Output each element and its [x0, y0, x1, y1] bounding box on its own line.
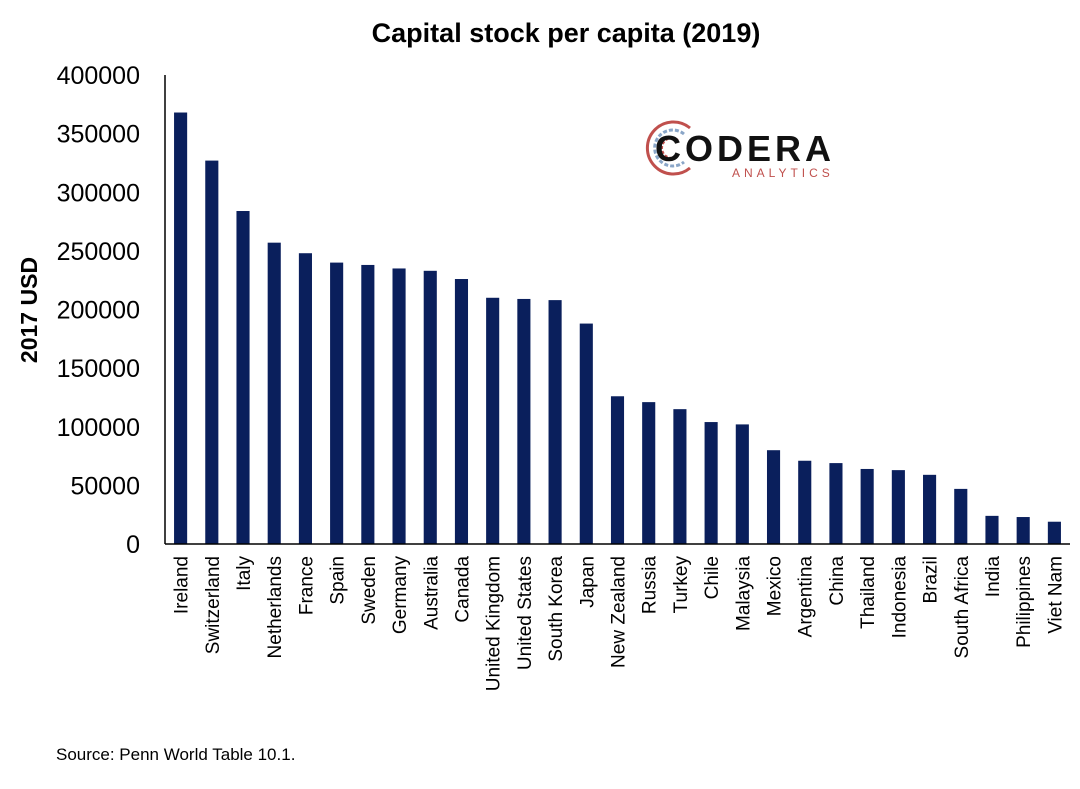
x-tick-label: South Africa: [952, 556, 973, 659]
x-tick-label: India: [983, 556, 1004, 598]
bar-france: [298, 253, 312, 544]
y-tick-label: 0: [126, 531, 140, 559]
x-tick-label: South Korea: [546, 556, 567, 662]
x-tick-label: Argentina: [796, 556, 817, 638]
x-tick-label: Ireland: [172, 556, 193, 614]
bar-australia: [423, 270, 437, 544]
x-tick-label: Netherlands: [265, 556, 286, 658]
x-tick-label: France: [296, 556, 317, 615]
x-tick-label: Spain: [328, 556, 349, 605]
bar-malaysia: [735, 424, 749, 544]
y-tick-label: 100000: [57, 414, 140, 442]
bar-united-states: [517, 298, 531, 544]
bar-united-kingdom: [486, 297, 500, 544]
x-tick-label: Sweden: [359, 556, 380, 625]
x-tick-label: Thailand: [858, 556, 879, 629]
y-axis-label: 2017 USD: [16, 257, 42, 363]
bar-south-korea: [548, 300, 562, 544]
x-tick-label: United Kingdom: [484, 556, 505, 691]
bar-netherlands: [267, 242, 281, 545]
bar-philippines: [1016, 517, 1030, 544]
x-tick-label: Viet Nam: [1045, 556, 1066, 634]
x-tick-label: Turkey: [671, 556, 692, 614]
x-tick-label: Canada: [452, 556, 473, 623]
y-tick-label: 300000: [57, 179, 140, 207]
x-tick-label: Italy: [234, 556, 255, 591]
y-tick-label: 250000: [57, 238, 140, 266]
x-tick-label: Australia: [421, 556, 442, 630]
bar-brazil: [923, 474, 937, 544]
x-tick-label: Switzerland: [203, 556, 224, 654]
bar-new-zealand: [610, 396, 625, 544]
bar-viet-nam: [1047, 521, 1061, 544]
x-tick-label: United States: [515, 556, 536, 670]
bar-indonesia: [891, 470, 905, 544]
y-axis-ticks: 0 50000 100000 150000 200000 250000 300000 3500…: [57, 62, 140, 559]
bar-sweden: [361, 264, 375, 544]
bar-italy: [236, 211, 250, 544]
x-tick-label: China: [827, 556, 848, 606]
x-tick-label: Malaysia: [733, 556, 754, 631]
logo-emblem-icon: [645, 120, 691, 176]
x-tick-label: Germany: [390, 556, 411, 635]
y-tick-label: 50000: [70, 472, 140, 500]
y-tick-label: 400000: [57, 62, 140, 90]
x-tick-label: Brazil: [921, 556, 942, 604]
bar-argentina: [798, 460, 812, 544]
codera-logo: CODERA ANALYTICS: [645, 120, 835, 180]
x-tick-label: Mexico: [765, 556, 786, 616]
x-tick-label: Chile: [702, 556, 723, 599]
y-tick-label: 200000: [57, 297, 140, 325]
y-tick-label: 150000: [57, 355, 140, 383]
y-tick-label: 350000: [57, 121, 140, 149]
bar-switzerland: [205, 160, 219, 544]
bar-thailand: [860, 468, 874, 544]
bar-germany: [392, 268, 406, 544]
x-tick-label: Japan: [577, 556, 598, 608]
bar-chile: [704, 422, 718, 544]
logo-subtitle: ANALYTICS: [732, 166, 834, 180]
logo-name: CODERA: [655, 128, 835, 169]
x-axis-ticks: Ireland Switzerland Italy Netherlands France…: [172, 556, 1067, 692]
bar-south-africa: [954, 488, 968, 544]
bar-canada: [454, 279, 469, 544]
x-tick-label: New Zealand: [609, 556, 630, 668]
bars: [174, 112, 1061, 545]
bar-japan: [579, 323, 593, 544]
bar-turkey: [673, 409, 687, 544]
bar-mexico: [766, 450, 781, 544]
chart-title: Capital stock per capita (2019): [372, 18, 761, 48]
bar-spain: [330, 262, 344, 544]
bar-india: [985, 515, 999, 544]
x-tick-label: Philippines: [1014, 556, 1035, 648]
x-tick-label: Indonesia: [889, 556, 910, 639]
source-note: Source: Penn World Table 10.1.: [56, 745, 295, 764]
x-tick-label: Russia: [640, 556, 661, 615]
bar-ireland: [174, 112, 188, 545]
bar-china: [829, 463, 843, 544]
bar-russia: [642, 402, 656, 544]
